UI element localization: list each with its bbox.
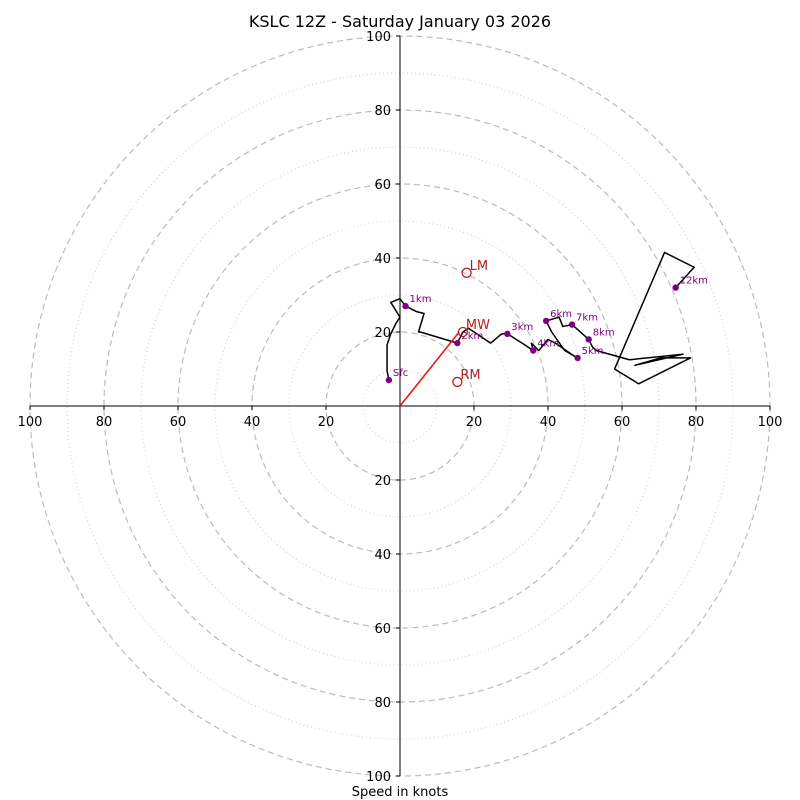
tick-label-top: 60: [374, 178, 391, 193]
tick-label-top: 20: [374, 326, 391, 341]
tick-label-left: 80: [96, 415, 113, 430]
height-marker-1km: [402, 302, 409, 310]
tick-label-bottom: 40: [374, 548, 391, 563]
height-marker-Sfc: [385, 376, 393, 384]
height-marker-3km: [504, 330, 511, 338]
height-marker-12km: [672, 284, 679, 291]
storm-motion-markers: LM MW RM: [452, 259, 490, 388]
height-marker-5km: [574, 354, 581, 362]
height-label-7km: 7km: [576, 313, 598, 324]
height-label-5km: 5km: [582, 346, 604, 357]
height-label-Sfc: Sfc: [393, 368, 408, 379]
tick-label-right: 60: [614, 415, 631, 430]
height-label-2km: 2km: [461, 331, 483, 342]
shear-vector: [399, 331, 460, 407]
tick-labels: 20 20 20 20 40 40 40 40 60 60 60 60 80 80 80 80 100 100 10…: [18, 30, 783, 785]
height-marker-8km: [585, 336, 592, 343]
height-marker-2km: [454, 339, 461, 347]
tick-label-right: 80: [688, 415, 705, 430]
wind-trace: [386, 251, 695, 385]
tick-label-bottom: 80: [374, 696, 391, 711]
height-label-3km: 3km: [511, 322, 533, 333]
motion-label-MW: MW: [466, 318, 490, 333]
tick-label-left: 40: [244, 415, 261, 430]
tick-label-top: 100: [366, 30, 391, 45]
height-marker-6km: [542, 317, 550, 325]
tick-label-left: 60: [170, 415, 187, 430]
height-marker-4km: [530, 347, 537, 354]
height-label-4km: 4km: [537, 339, 559, 350]
tick-label-top: 40: [374, 252, 391, 267]
chart-title: KSLC 12Z - Saturday January 03 2026: [249, 12, 551, 31]
tick-label-bottom: 100: [366, 770, 391, 785]
motion-label-RM: RM: [460, 368, 480, 383]
height-label-8km: 8km: [593, 327, 615, 338]
tick-label-left: 20: [318, 415, 335, 430]
height-marker-7km: [568, 321, 576, 328]
height-label-1km: 1km: [410, 294, 432, 305]
tick-label-top: 80: [374, 104, 391, 119]
wind-trace-line: [386, 251, 695, 385]
motion-marker-MW: [457, 326, 469, 338]
x-axis-label: Speed in knots: [352, 785, 449, 800]
tick-label-left: 100: [18, 415, 43, 430]
tick-label-bottom: 20: [374, 474, 391, 489]
motion-marker-RM: [452, 376, 463, 388]
tick-label-bottom: 60: [374, 622, 391, 637]
height-markers: Sfc 1km 2km 3km 4km 5km 6km 7km 8km 12km: [385, 276, 708, 384]
shear-line: [399, 331, 460, 407]
tick-label-right: 20: [466, 415, 483, 430]
motion-marker-LM: [461, 267, 472, 278]
tick-label-right: 40: [540, 415, 557, 430]
tick-label-right: 100: [758, 415, 783, 430]
motion-label-LM: LM: [470, 259, 488, 274]
height-label-6km: 6km: [550, 309, 572, 320]
height-label-12km: 12km: [680, 276, 708, 287]
